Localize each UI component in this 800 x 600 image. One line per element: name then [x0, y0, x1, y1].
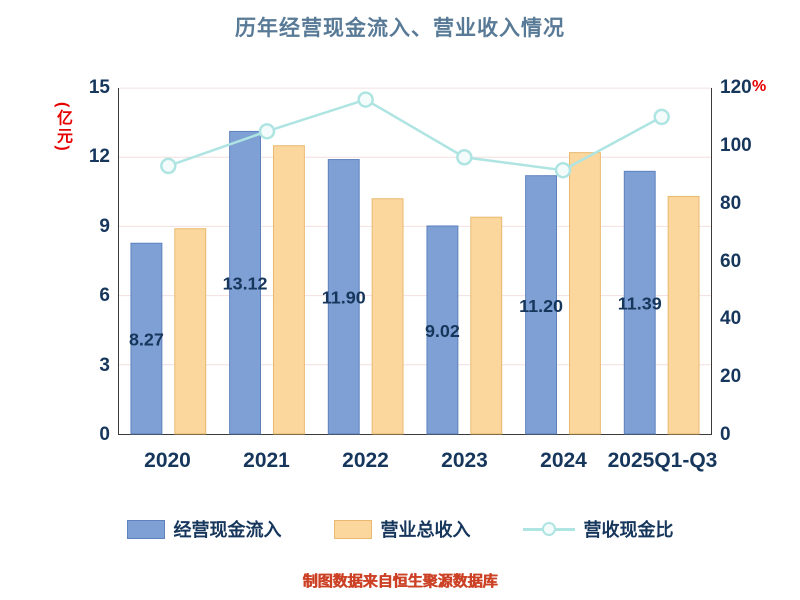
legend-item-cash-ratio[interactable]: 营收现金比 [522, 516, 674, 542]
right-axis-tick: 100 [720, 134, 752, 156]
x-axis-tick: 2020 [144, 449, 191, 472]
bar-value-label: 11.20 [519, 296, 563, 316]
bar-value-label: 11.90 [322, 288, 366, 308]
left-axis-tick: 15 [88, 77, 110, 98]
left-axis-ticks: 0 3 6 9 12 15 [60, 0, 110, 600]
right-axis-tick: 80 [720, 192, 742, 214]
legend-label-cash-ratio: 营收现金比 [583, 520, 674, 540]
cash-ratio-marker [160, 157, 177, 175]
cash-ratio-marker-icon [541, 521, 556, 536]
x-axis-tick: 2023 [441, 449, 488, 472]
legend-item-total-revenue[interactable]: 营业总收入 [333, 516, 471, 542]
cash-ratio-marker [653, 108, 670, 126]
x-axis-tick: 2021 [243, 449, 290, 472]
bar-1-2022 [371, 198, 404, 435]
cash-ratio-line-icon [522, 520, 575, 539]
legend-label-cash-inflow: 经营现金流入 [173, 520, 282, 540]
right-axis-unit-label: % [752, 78, 767, 95]
plot-canvas: 8.27 13.12 11.90 9.02 11.20 11.39 [119, 87, 711, 435]
legend: 经营现金流入 营业总收入 营收现金比 [0, 516, 800, 542]
left-axis-tick: 6 [99, 285, 110, 307]
right-axis-tick: 0 [720, 424, 731, 445]
bar-1-2020 [174, 228, 207, 435]
left-axis-tick: 0 [99, 424, 110, 445]
plot-area: 8.27 13.12 11.90 9.02 11.20 11.39 [118, 87, 712, 435]
x-axis-tick: 2024 [540, 449, 587, 472]
bar-1-2023 [470, 216, 503, 435]
right-axis-tick: 120 [720, 77, 752, 98]
bar-1-2021 [272, 145, 305, 435]
total-revenue-swatch-icon [333, 519, 372, 539]
bar-value-label: 8.27 [129, 330, 164, 350]
right-axis-tick: 60 [720, 250, 742, 272]
bar-1-2025Q1-Q3 [667, 195, 700, 435]
x-axis-tick: 2025Q1-Q3 [607, 449, 718, 472]
left-axis-tick: 3 [99, 354, 110, 376]
left-axis-tick: 12 [88, 146, 110, 168]
x-axis-tick: 2022 [342, 449, 389, 472]
chart-title: 历年经营现金流入、营业收入情况 [235, 17, 565, 40]
cash-ratio-marker [456, 149, 473, 166]
bar-1-2024 [568, 152, 601, 435]
bar-0-2023 [426, 225, 459, 435]
cash-ratio-marker [258, 123, 276, 140]
bar-value-label: 9.02 [425, 321, 460, 341]
cash-ratio-marker [357, 91, 374, 108]
right-axis-ticks: 0 20 40 60 80 100 120 [720, 0, 780, 600]
right-axis-tick: 40 [720, 308, 742, 330]
bar-0-2024 [525, 175, 558, 435]
bar-0-2020 [130, 242, 163, 435]
left-axis-tick: 9 [99, 215, 110, 237]
bar-0-2022 [327, 159, 360, 435]
bar-value-label: 11.39 [618, 294, 662, 314]
right-axis-tick: 20 [720, 366, 742, 388]
legend-item-cash-inflow[interactable]: 经营现金流入 [126, 516, 282, 542]
bar-0-2021 [229, 130, 262, 435]
legend-label-total-revenue: 营业总收入 [380, 520, 471, 540]
left-axis-unit-label: (亿元) [54, 102, 71, 153]
bar-value-label: 13.12 [223, 274, 268, 294]
cash-inflow-swatch-icon [126, 519, 165, 539]
data-source-footer: 制图数据来自恒生聚源数据库 [302, 573, 498, 590]
bar-0-2025Q1-Q3 [623, 170, 656, 435]
cash-ratio-line [167, 98, 663, 172]
cash-ratio-marker [554, 161, 572, 179]
